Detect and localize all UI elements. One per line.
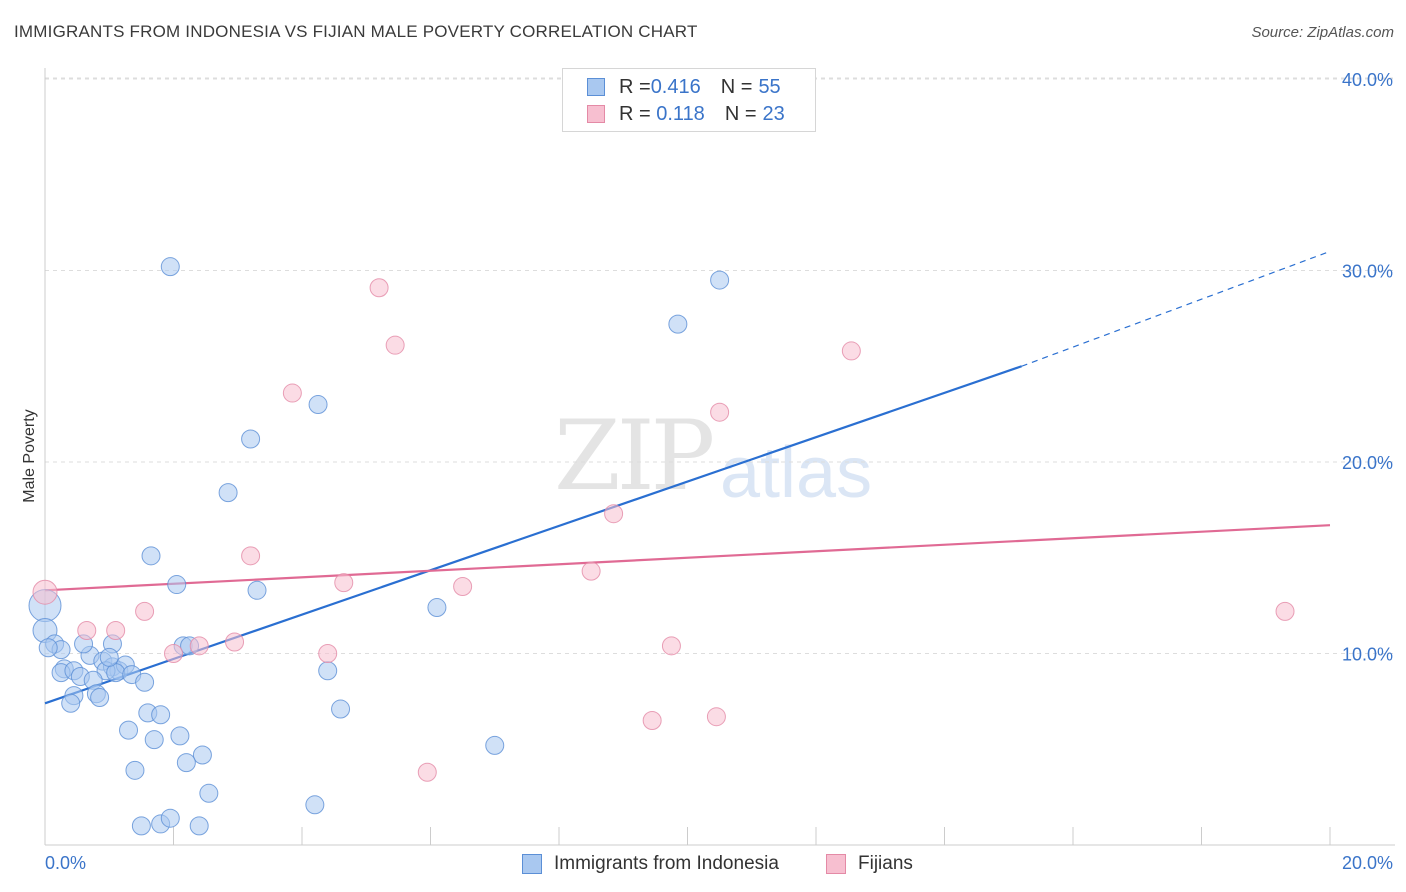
fijian-point [318,644,338,663]
fijian-point [453,576,473,596]
indonesia-point [135,672,155,692]
watermark-zip: ZIP [554,400,715,512]
legend-r-label: R = [619,102,651,125]
y-tick-label: 20.0% [1342,453,1393,473]
indonesia-point [241,429,261,449]
grid-lines [45,77,1395,654]
indonesia-point [305,795,325,815]
indonesia-point [167,575,187,595]
fijian-point [32,579,58,605]
series-legend-indonesia: Immigrants from Indonesia [522,852,779,876]
x-tick-label: 0.0% [45,853,86,873]
indonesia-point [160,257,180,277]
source-label: Source: ZipAtlas.com [1251,24,1394,41]
fijian-point [369,278,389,298]
indonesia-trend-extension [1021,250,1331,367]
legend-n-label: N = [720,75,753,98]
series-legend-fijian: Fijians [826,852,913,876]
y-tick-label: 10.0% [1342,645,1393,665]
axes [44,68,1395,846]
fijian-point [135,601,155,621]
fijian-point [604,504,624,524]
x-tick-label: 20.0% [1342,853,1393,873]
indonesia-point [144,730,164,750]
y-tick-label: 40.0% [1342,70,1393,90]
legend-r-label: R = [619,75,651,98]
legend-row-indonesia: R = 0.416 N = 55 [587,75,781,99]
fijian-point [417,762,437,782]
indonesia-point [125,760,145,780]
chart-title: IMMIGRANTS FROM INDONESIA VS FIJIAN MALE… [14,22,698,41]
indonesia-point [61,693,81,713]
indonesia-point [668,314,688,334]
fijian-point [282,383,302,403]
fijian-point [642,711,662,731]
fijian-point [841,341,861,361]
indonesia-point [247,580,267,600]
series-swatch-indonesia [522,854,542,874]
legend-r-value: 0.118 [650,102,705,125]
fijian-point [385,335,405,355]
fijian-point [661,636,681,656]
data-points [28,257,1295,836]
tick-labels: 10.0% 20.0% 30.0% 40.0% 0.0% 20.0% [45,70,1393,873]
indonesia-point [38,638,58,658]
indonesia-point [331,699,351,719]
fijian-point [581,561,601,581]
legend-swatch-fijian [587,105,605,123]
fijian-point [706,707,726,727]
indonesia-point [485,735,505,755]
indonesia-point [119,720,139,740]
indonesia-point [318,661,338,681]
stats-legend: R = 0.416 N = 55 R = 0.118 N = 23 [562,68,816,132]
legend-n-label: N = [724,102,757,125]
legend-row-fijian: R = 0.118 N = 23 [587,102,785,126]
indonesia-point [189,816,209,836]
indonesia-point [141,546,161,566]
indonesia-point [218,483,238,503]
indonesia-point [90,688,110,708]
indonesia-point [151,705,171,725]
fijian-point [77,621,97,641]
legend-swatch-indonesia [587,78,605,96]
legend-n-value: 23 [762,102,785,125]
fijian-point [334,573,354,593]
indonesia-point [710,270,730,290]
indonesia-point [131,816,151,836]
indonesia-point [170,726,190,746]
fijian-point [106,621,126,641]
series-label-indonesia: Immigrants from Indonesia [554,853,779,874]
y-axis-label: Male Poverty [21,409,38,502]
fijian-point [225,632,245,652]
y-tick-label: 30.0% [1342,262,1393,282]
indonesia-point [308,395,328,415]
indonesia-point [160,808,180,828]
indonesia-point [192,745,212,765]
indonesia-point [99,647,119,667]
indonesia-point [176,753,196,773]
fijian-point [710,402,730,422]
watermark-atlas: atlas [720,433,873,513]
fijian-point [1275,601,1295,621]
fijian-point [189,636,209,656]
fijian-trend-line [44,524,1331,592]
indonesia-point [427,598,447,618]
series-swatch-fijian [826,854,846,874]
legend-n-value: 55 [758,75,781,98]
series-label-fijian: Fijians [858,853,913,874]
fijian-point [164,644,183,663]
fijian-point [241,546,261,566]
indonesia-point [199,783,219,803]
legend-r-value: 0.416 [650,75,701,98]
